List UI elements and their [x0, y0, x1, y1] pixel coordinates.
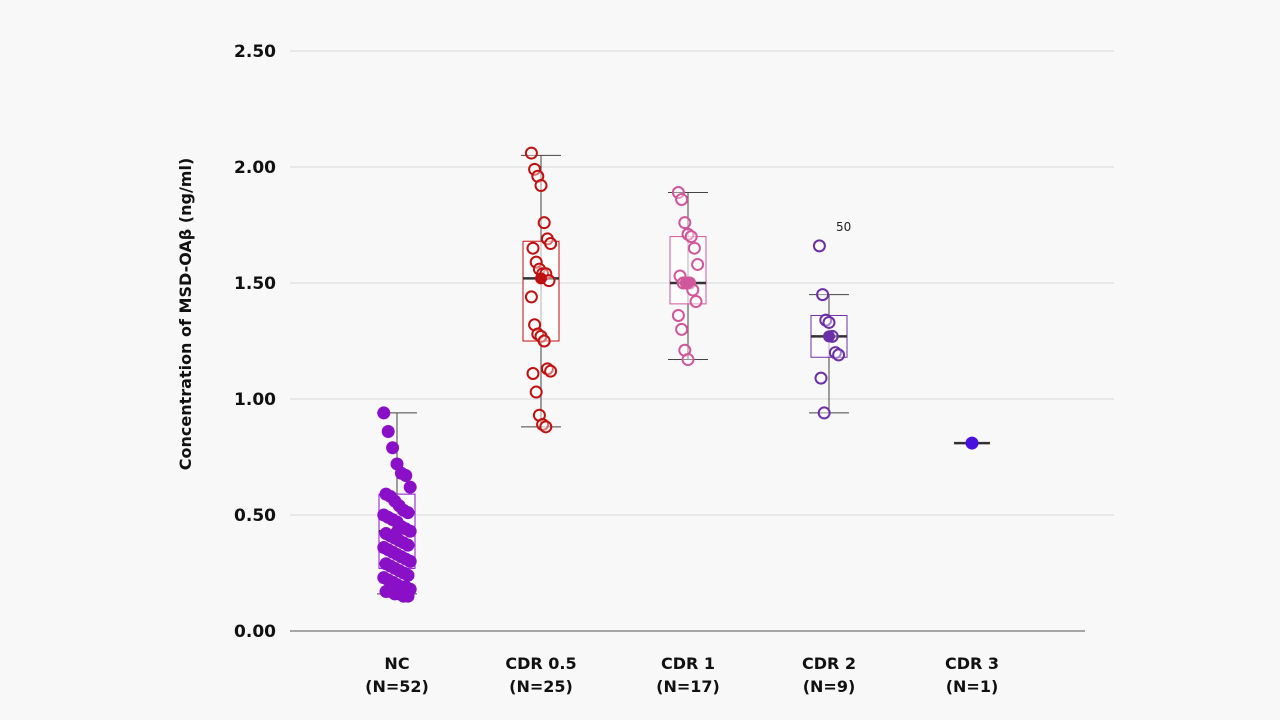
data-point — [812, 239, 826, 253]
data-point — [403, 524, 417, 538]
y-tick-label: 0.50 — [234, 506, 276, 526]
category-n-label: (N=17) — [656, 677, 720, 696]
group-cdr-2: 50 — [809, 220, 851, 420]
data-point — [401, 506, 415, 520]
data-point — [377, 406, 391, 420]
y-axis-ticks: 0.00 0.50 1.00 1.50 2.00 2.50 — [234, 42, 276, 642]
data-point — [524, 146, 538, 160]
category-n-label: (N=9) — [803, 677, 856, 696]
group-nc — [377, 406, 417, 603]
median-point — [823, 330, 835, 343]
data-point — [534, 179, 548, 193]
group-cdr-1 — [668, 186, 708, 367]
data-point — [403, 480, 417, 494]
median-point — [966, 437, 978, 450]
data-point — [399, 469, 413, 483]
data-point — [832, 348, 846, 362]
data-point — [403, 554, 417, 568]
data-point — [671, 308, 685, 322]
y-tick-label: 1.00 — [234, 390, 276, 410]
category-label: CDR 1 — [661, 654, 715, 673]
y-axis-label: Concentration of MSD-OAβ (ng/ml) — [176, 158, 195, 471]
data-point — [537, 334, 551, 348]
data-point — [529, 385, 543, 399]
data-point — [528, 162, 542, 176]
category-n-label: (N=1) — [946, 677, 999, 696]
median-point — [682, 277, 694, 289]
x-axis-category-labels: NC (N=52) CDR 0.5 (N=25) CDR 1 (N=17) CDR 2 (N=… — [365, 654, 999, 696]
data-point — [539, 420, 553, 434]
data-point — [687, 241, 701, 255]
data-point — [524, 290, 538, 304]
y-tick-label: 2.50 — [234, 42, 276, 62]
data-point — [675, 192, 689, 206]
data-point — [675, 322, 689, 336]
data-point — [381, 424, 395, 438]
data-point — [401, 568, 415, 582]
data-point — [544, 237, 558, 251]
data-point — [822, 315, 836, 329]
data-point — [814, 371, 828, 385]
data-point — [689, 295, 703, 309]
data-point — [681, 353, 695, 367]
median-point — [535, 272, 547, 285]
data-point — [401, 589, 415, 603]
data-point — [678, 216, 692, 230]
y-tick-label: 1.50 — [234, 274, 276, 294]
data-point — [537, 216, 551, 230]
data-point — [529, 255, 543, 269]
data-point — [401, 538, 415, 552]
data-point — [816, 288, 830, 302]
y-tick-label: 0.00 — [234, 622, 276, 642]
category-label: CDR 3 — [945, 654, 999, 673]
data-point — [544, 364, 558, 378]
data-point — [386, 441, 400, 455]
data-point — [526, 241, 540, 255]
category-n-label: (N=52) — [365, 677, 429, 696]
data-point — [684, 230, 698, 244]
data-point — [817, 406, 831, 420]
group-cdr-0-5 — [521, 146, 561, 434]
data-point — [526, 366, 540, 380]
data-point — [671, 186, 685, 200]
median-point — [391, 525, 403, 538]
category-label: CDR 2 — [802, 654, 856, 673]
data-point — [691, 257, 705, 271]
category-n-label: (N=25) — [509, 677, 573, 696]
box-groups: 50 — [377, 146, 990, 603]
group-cdr-3 — [954, 436, 990, 450]
y-tick-label: 2.00 — [234, 158, 276, 178]
category-label: CDR 0.5 — [505, 654, 576, 673]
category-label: NC — [384, 654, 409, 673]
outlier-label: 50 — [836, 220, 851, 234]
